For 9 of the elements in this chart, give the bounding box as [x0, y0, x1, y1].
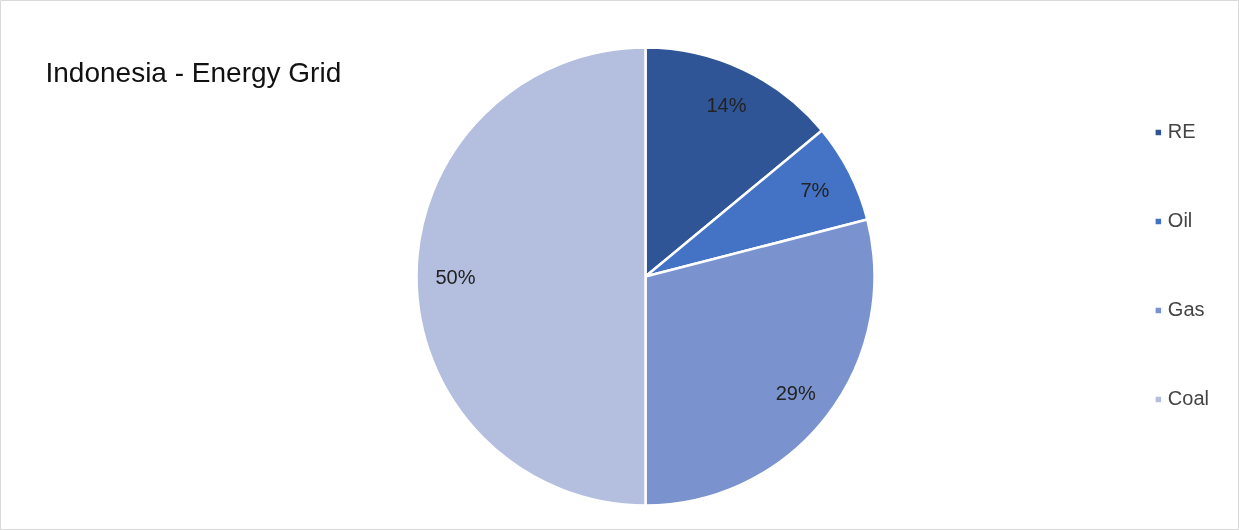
legend-label: Oil: [1167, 209, 1193, 232]
legend-label: Gas: [1167, 298, 1205, 321]
legend-label: Coal: [1167, 387, 1209, 410]
data-label: 50%: [435, 265, 476, 288]
data-label: 14%: [706, 93, 747, 116]
chart-title: Indonesia - Energy Grid: [45, 57, 342, 88]
data-label: 29%: [775, 382, 816, 404]
data-label: 7%: [800, 179, 830, 202]
legend-label: RE: [1167, 120, 1196, 143]
